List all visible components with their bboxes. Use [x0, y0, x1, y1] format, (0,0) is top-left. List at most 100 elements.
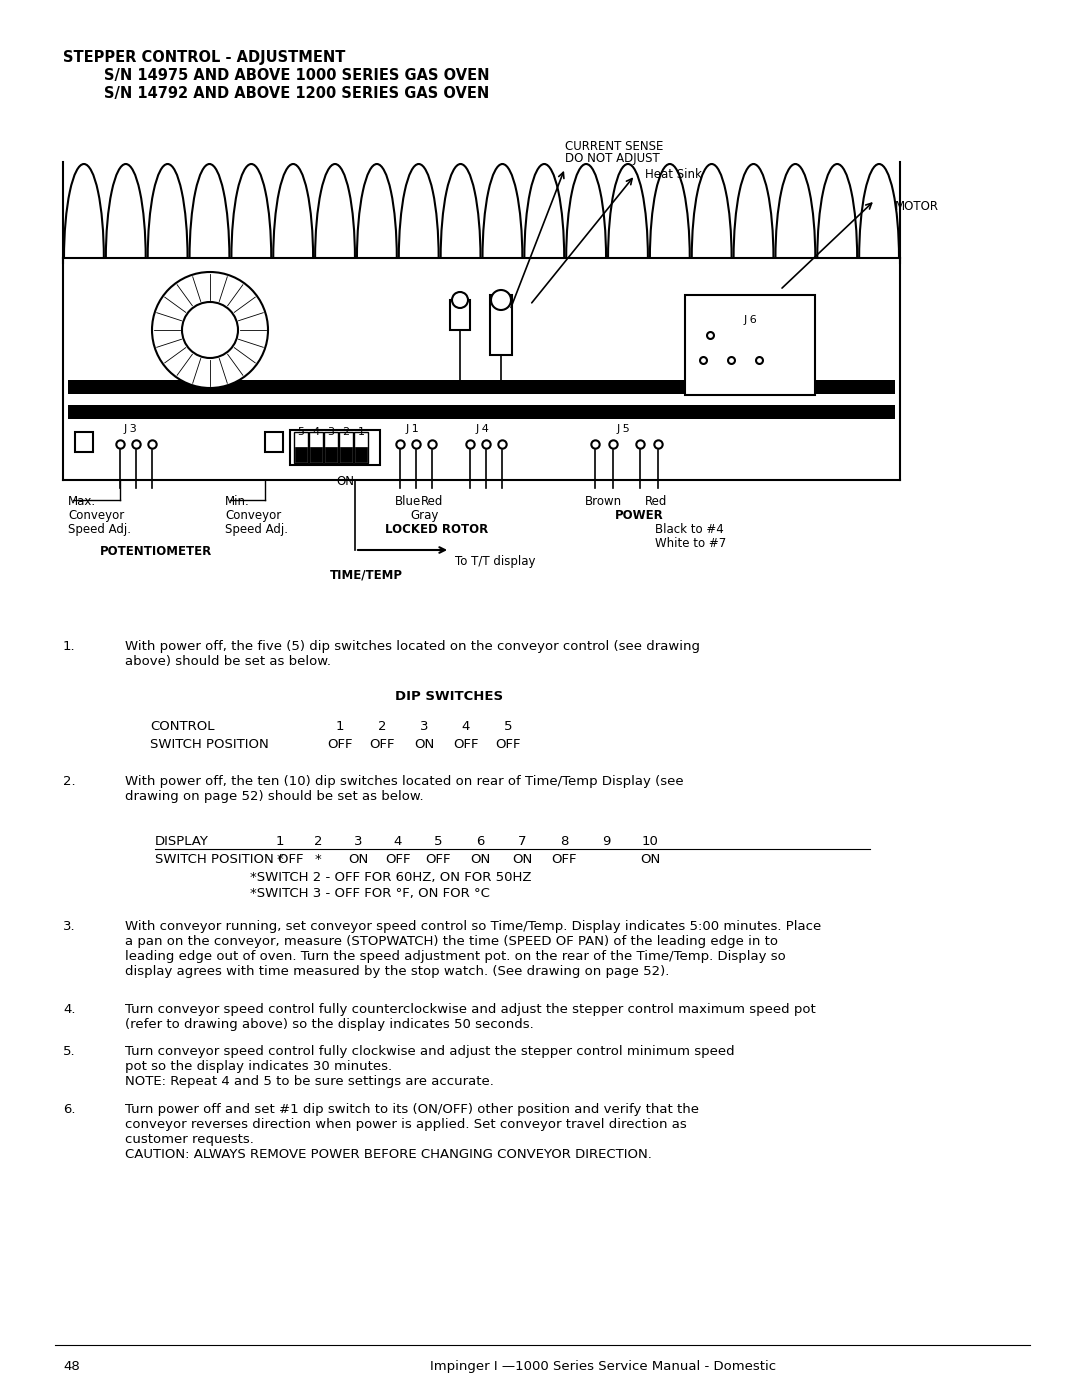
Text: Speed Adj.: Speed Adj.	[225, 522, 288, 536]
Text: J 4: J 4	[475, 425, 489, 434]
Text: 4: 4	[394, 835, 402, 848]
Text: J 6: J 6	[743, 314, 757, 326]
Text: With conveyor running, set conveyor speed control so Time/Temp. Display indicate: With conveyor running, set conveyor spee…	[125, 921, 821, 978]
Text: POTENTIOMETER: POTENTIOMETER	[100, 545, 213, 557]
Text: Speed Adj.: Speed Adj.	[68, 522, 131, 536]
Text: DISPLAY: DISPLAY	[156, 835, 208, 848]
Text: OFF: OFF	[551, 854, 577, 866]
Text: Impinger I —1000 Series Service Manual - Domestic: Impinger I —1000 Series Service Manual -…	[430, 1361, 777, 1373]
Text: 6.: 6.	[63, 1104, 76, 1116]
Text: With power off, the ten (10) dip switches located on rear of Time/Temp Display (: With power off, the ten (10) dip switche…	[125, 775, 684, 803]
Text: With power off, the five (5) dip switches located on the conveyor control (see d: With power off, the five (5) dip switche…	[125, 640, 700, 668]
Bar	[68, 405, 895, 419]
Text: 5: 5	[503, 719, 512, 733]
Text: Red: Red	[645, 495, 667, 509]
Text: Gray: Gray	[410, 509, 438, 522]
Text: 2: 2	[342, 427, 350, 437]
Text: DO NOT ADJUST: DO NOT ADJUST	[565, 152, 660, 165]
Bar	[324, 432, 338, 462]
Text: 1: 1	[275, 835, 284, 848]
Text: Turn power off and set #1 dip switch to its (ON/OFF) other position and verify t: Turn power off and set #1 dip switch to …	[125, 1104, 699, 1161]
Bar	[685, 295, 815, 395]
Text: OFF: OFF	[369, 738, 395, 752]
Text: ON: ON	[348, 854, 368, 866]
Bar	[68, 380, 895, 394]
Text: White to #7: White to #7	[654, 536, 726, 550]
Text: OFF: OFF	[327, 738, 353, 752]
Text: 2: 2	[314, 835, 322, 848]
Text: TIME/TEMP: TIME/TEMP	[330, 569, 403, 581]
Text: Max.: Max.	[68, 495, 96, 509]
Text: Turn conveyor speed control fully clockwise and adjust the stepper control minim: Turn conveyor speed control fully clockw…	[125, 1045, 734, 1088]
Text: OFF: OFF	[454, 738, 478, 752]
Bar	[294, 432, 308, 462]
Text: ON: ON	[512, 854, 532, 866]
Text: ON: ON	[470, 854, 490, 866]
Text: Heat Sink: Heat Sink	[645, 168, 702, 182]
Text: LOCKED ROTOR: LOCKED ROTOR	[384, 522, 488, 536]
Circle shape	[183, 302, 238, 358]
Text: *: *	[314, 854, 322, 866]
Bar	[265, 432, 283, 453]
Text: S/N 14792 AND ABOVE 1200 SERIES GAS OVEN: S/N 14792 AND ABOVE 1200 SERIES GAS OVEN	[63, 87, 489, 101]
Text: S/N 14975 AND ABOVE 1000 SERIES GAS OVEN: S/N 14975 AND ABOVE 1000 SERIES GAS OVEN	[63, 68, 489, 82]
Bar	[355, 447, 367, 462]
Text: *SWITCH 2 - OFF FOR 60HZ, ON FOR 50HZ: *SWITCH 2 - OFF FOR 60HZ, ON FOR 50HZ	[249, 870, 531, 884]
Text: MOTOR: MOTOR	[895, 200, 939, 212]
Text: 2: 2	[378, 719, 387, 733]
Bar	[354, 432, 368, 462]
Text: SWITCH POSITION OFF: SWITCH POSITION OFF	[156, 854, 303, 866]
Text: 6: 6	[476, 835, 484, 848]
Bar	[309, 432, 323, 462]
Bar	[490, 295, 512, 355]
Bar	[291, 430, 380, 465]
Text: J 1: J 1	[405, 425, 419, 434]
Text: DIP SWITCHES: DIP SWITCHES	[395, 690, 503, 703]
Text: 5: 5	[434, 835, 442, 848]
Text: 5.: 5.	[63, 1045, 76, 1058]
Text: CONTROL: CONTROL	[150, 719, 215, 733]
Text: 1.: 1.	[63, 640, 76, 652]
Text: Conveyor: Conveyor	[68, 509, 124, 522]
Text: 3: 3	[354, 835, 362, 848]
Text: 5: 5	[297, 427, 305, 437]
Bar	[310, 447, 322, 462]
Text: ON: ON	[639, 854, 660, 866]
Text: STEPPER CONTROL - ADJUSTMENT: STEPPER CONTROL - ADJUSTMENT	[63, 50, 346, 66]
Circle shape	[491, 291, 511, 310]
Text: Turn conveyor speed control fully counterclockwise and adjust the stepper contro: Turn conveyor speed control fully counte…	[125, 1003, 815, 1031]
Text: 3: 3	[420, 719, 429, 733]
Text: OFF: OFF	[426, 854, 450, 866]
Text: *SWITCH 3 - OFF FOR °F, ON FOR °C: *SWITCH 3 - OFF FOR °F, ON FOR °C	[249, 887, 490, 900]
Bar	[340, 447, 352, 462]
Text: *: *	[276, 854, 283, 866]
Text: 48: 48	[63, 1361, 80, 1373]
Text: Conveyor: Conveyor	[225, 509, 281, 522]
Text: J 5: J 5	[616, 425, 630, 434]
Text: 4: 4	[312, 427, 320, 437]
Bar	[339, 432, 353, 462]
Text: Red: Red	[421, 495, 444, 509]
Text: ON: ON	[336, 475, 354, 488]
Bar	[450, 300, 470, 330]
Text: SWITCH POSITION: SWITCH POSITION	[150, 738, 269, 752]
Text: 1: 1	[336, 719, 345, 733]
Circle shape	[152, 272, 268, 388]
Circle shape	[453, 292, 468, 307]
Text: POWER: POWER	[615, 509, 664, 522]
Text: 4: 4	[462, 719, 470, 733]
Text: 8: 8	[559, 835, 568, 848]
Text: Black to #4: Black to #4	[654, 522, 724, 536]
Text: 4.: 4.	[63, 1003, 76, 1016]
Text: CURRENT SENSE: CURRENT SENSE	[565, 140, 663, 154]
Text: 7: 7	[517, 835, 526, 848]
Text: 9: 9	[602, 835, 610, 848]
Bar	[325, 447, 337, 462]
Text: Blue: Blue	[395, 495, 421, 509]
Text: 10: 10	[642, 835, 659, 848]
Text: 3: 3	[327, 427, 335, 437]
Text: ON: ON	[414, 738, 434, 752]
Text: 1: 1	[357, 427, 365, 437]
Bar	[75, 432, 93, 453]
Text: Brown: Brown	[585, 495, 622, 509]
